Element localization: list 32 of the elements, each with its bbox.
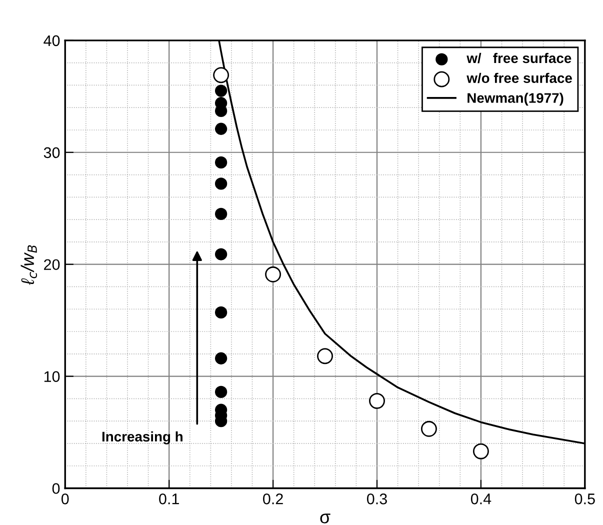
y-axis-title: ℓ$_{c}$/w$_{B}$ (20, 245, 38, 285)
y-tick-label: 10 (44, 371, 60, 382)
legend-label: w/o free surface (466, 72, 572, 84)
y-tick-label: 30 (44, 147, 60, 158)
x-axis-title: σ (320, 514, 330, 524)
point (214, 248, 228, 260)
annotation: Increasing h (102, 431, 182, 444)
legend-label: w/ free surface (466, 52, 572, 64)
point (472, 443, 489, 460)
point (214, 306, 228, 319)
point (265, 266, 282, 282)
x-tick-label: 0.1 (159, 494, 179, 504)
x-tick-label: 0 (61, 494, 69, 504)
legend-label: Newman(1977) (468, 92, 564, 106)
point (214, 122, 228, 135)
x-tick-label: 0.4 (470, 494, 492, 504)
point (214, 156, 228, 169)
point (317, 348, 333, 364)
point (214, 386, 228, 398)
y-tick-label: 40 (44, 35, 60, 46)
x-tick-label: 0.3 (366, 494, 387, 504)
y-tick-label: 0 (52, 483, 60, 494)
point (420, 420, 437, 437)
point (369, 392, 385, 409)
point (214, 208, 228, 220)
x-tick-label: 0.2 (263, 494, 283, 504)
point (214, 352, 228, 364)
point (214, 84, 228, 97)
point (213, 67, 230, 84)
point (214, 178, 228, 190)
y-tick-label: 20 (44, 259, 60, 270)
x-tick-label: 0.5 (574, 494, 595, 504)
